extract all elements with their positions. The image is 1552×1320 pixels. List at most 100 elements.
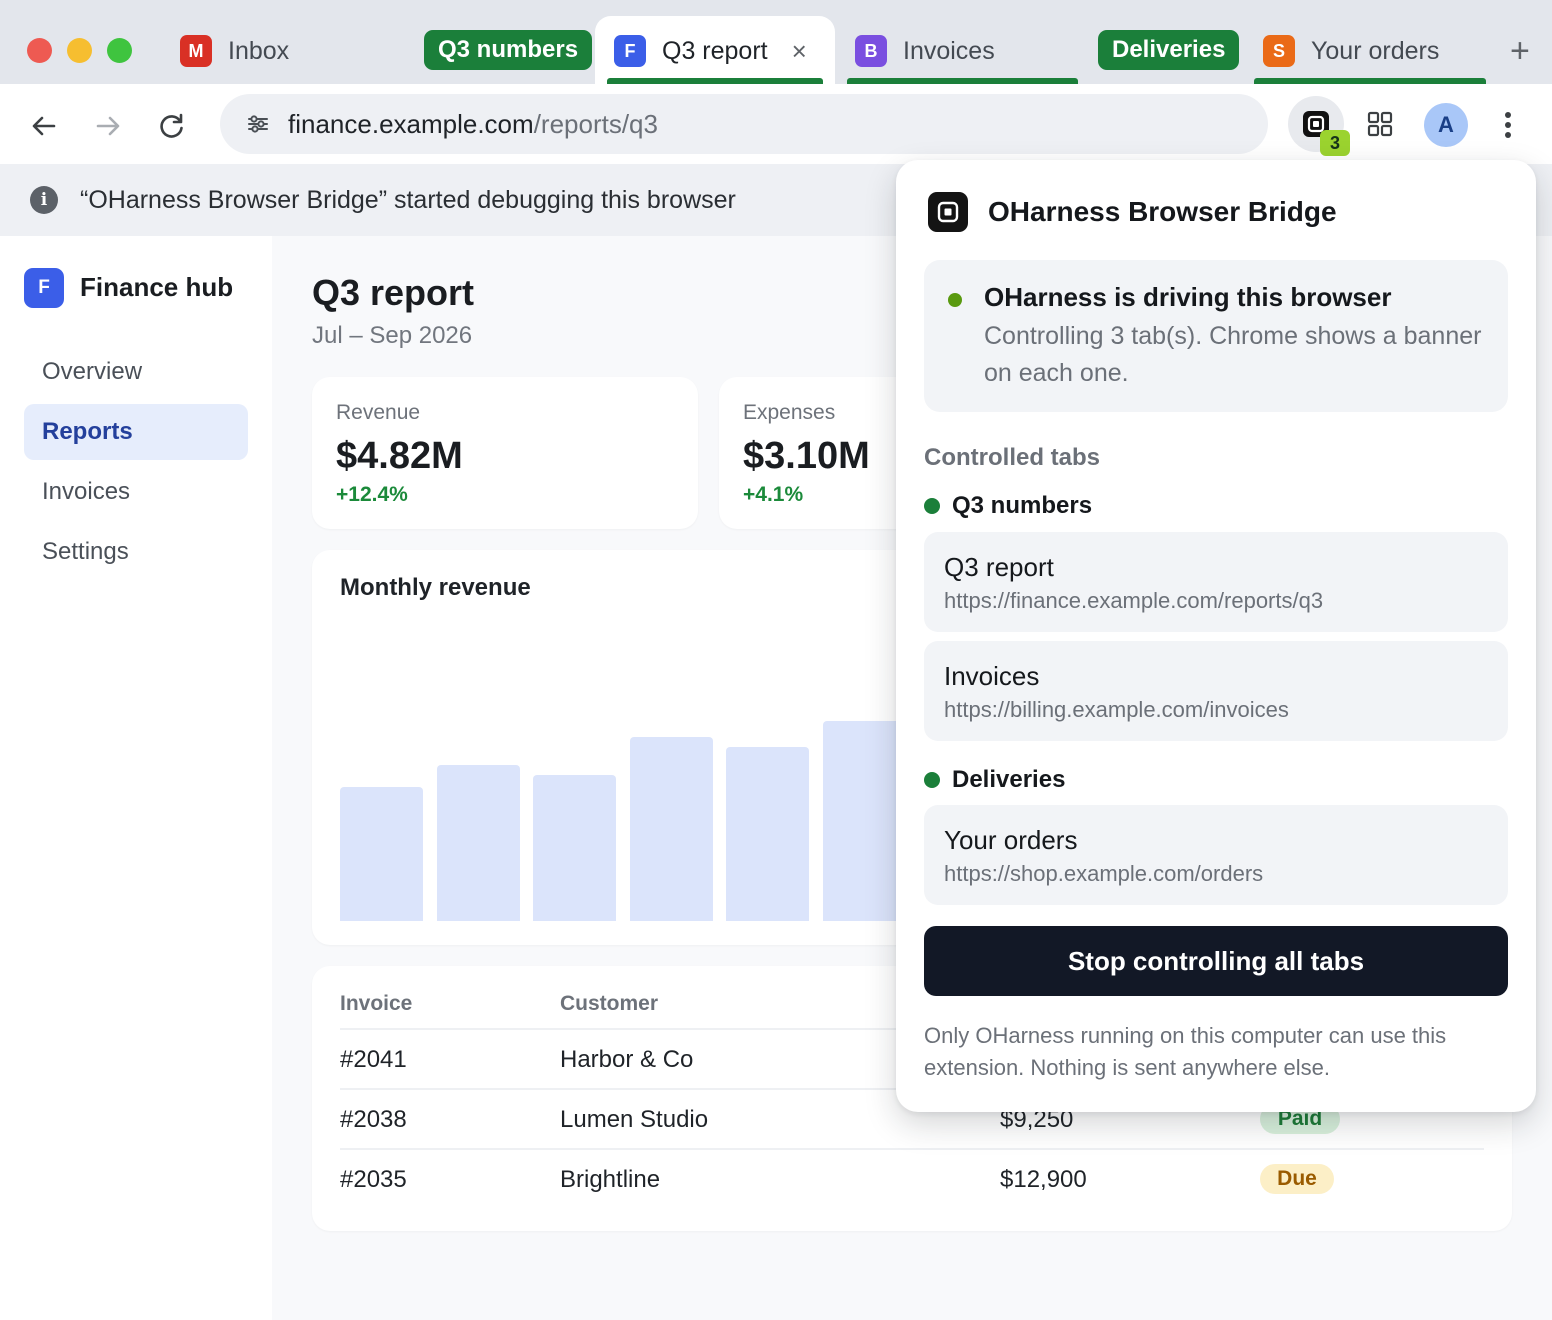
controlled-tab-title: Invoices [944, 661, 1040, 691]
oharness-logo-icon [928, 192, 968, 232]
controlled-tab-url: https://billing.example.com/invoices [944, 697, 1289, 722]
kpi-label: Expenses [743, 401, 836, 424]
sidebar-item-overview[interactable]: Overview [42, 358, 143, 385]
url-host: finance.example.com [288, 109, 534, 139]
controlled-tab-your-orders[interactable]: Your orders https://shop.example.com/ord… [924, 805, 1508, 905]
kpi-delta: +12.4% [336, 483, 408, 506]
back-button[interactable] [24, 106, 64, 146]
puzzle-icon [1367, 111, 1393, 137]
shop-favicon-icon: S [1263, 35, 1295, 67]
row-divider [340, 1148, 1484, 1150]
group-underline-q3-numbers [607, 78, 823, 84]
sidebar-item-invoices[interactable]: Invoices [42, 478, 131, 505]
controlled-tab-invoices[interactable]: Invoices https://billing.example.com/inv… [924, 641, 1508, 741]
kpi-value: $3.10M [743, 435, 870, 477]
sidebar-item-reports[interactable]: Reports [24, 404, 248, 460]
controlled-tab-url: https://shop.example.com/orders [944, 861, 1264, 886]
profile-avatar[interactable]: A [1424, 103, 1468, 147]
address-bar[interactable]: finance.example.com/reports/q3 [220, 94, 1268, 154]
banner-text: “OHarness Browser Bridge” started debugg… [80, 186, 736, 214]
finance-hub-logo-icon: F [24, 268, 64, 308]
billing-favicon-icon: B [855, 35, 887, 67]
sidebar-item-settings[interactable]: Settings [42, 538, 129, 565]
tab-group-deliveries[interactable]: Deliveries [1098, 30, 1240, 70]
reload-button[interactable] [152, 106, 192, 146]
url-text: finance.example.com/reports/q3 [288, 109, 658, 140]
tab-q3-report[interactable]: F Q3 report × [614, 22, 807, 80]
tab-your-orders[interactable]: S Your orders [1263, 22, 1439, 80]
close-window-button[interactable] [27, 38, 52, 63]
tab-group-q3-numbers[interactable]: Q3 numbers [424, 30, 593, 70]
url-path: /reports/q3 [533, 109, 658, 139]
app-sidebar: F Finance hub Overview Reports Invoices … [0, 236, 272, 1320]
reload-icon [160, 113, 183, 138]
revenue-bar [533, 775, 616, 921]
group-underline-deliveries [1254, 78, 1486, 84]
column-header-customer: Customer [560, 992, 659, 1015]
info-icon: i [30, 186, 58, 214]
group-underline-q3-numbers [847, 78, 1078, 84]
kpi-value: $4.82M [336, 435, 463, 477]
invoice-number[interactable]: #2035 [340, 1166, 407, 1193]
kpi-label: Revenue [336, 401, 421, 424]
controlled-tabs-heading: Controlled tabs [924, 444, 1101, 471]
extension-badge: 3 [1320, 130, 1350, 156]
invoice-amount: $12,900 [1000, 1166, 1087, 1193]
revenue-bar [437, 765, 520, 921]
tab-title: Your orders [1311, 36, 1440, 65]
kpi-card-revenue: Revenue $4.82M +12.4% [312, 377, 698, 529]
extension-popup: OHarness Browser Bridge OHarness is driv… [896, 160, 1536, 1112]
gmail-favicon-icon: M [180, 35, 212, 67]
chart-title: Monthly revenue [340, 574, 531, 601]
arrow-left-icon [32, 116, 56, 136]
controlled-tab-q3-report[interactable]: Q3 report https://finance.example.com/re… [924, 532, 1508, 632]
browser-menu-button[interactable] [1502, 110, 1514, 145]
extensions-button[interactable] [1366, 110, 1394, 143]
status-dot-icon [948, 293, 962, 307]
popup-title: OHarness Browser Bridge [988, 196, 1337, 227]
group-dot-icon [924, 772, 940, 788]
customer-name: Harbor & Co [560, 1046, 694, 1073]
kpi-delta: +4.1% [743, 483, 804, 506]
finance-favicon-icon: F [614, 35, 646, 67]
status-heading: OHarness is driving this browser [984, 282, 1392, 312]
revenue-bar [823, 721, 906, 921]
customer-name: Lumen Studio [560, 1106, 709, 1133]
tab-title: Inbox [228, 36, 290, 65]
revenue-bar [630, 737, 713, 921]
site-settings-icon[interactable] [246, 112, 270, 136]
fullscreen-window-button[interactable] [107, 38, 132, 63]
tab-title: Q3 report [662, 36, 768, 65]
controlled-tab-title: Q3 report [944, 552, 1054, 582]
controlled-tab-title: Your orders [944, 825, 1078, 855]
stop-controlling-button[interactable]: Stop controlling all tabs [924, 926, 1508, 996]
brand-name: Finance hub [80, 272, 234, 302]
minimize-window-button[interactable] [67, 38, 92, 63]
tab-inbox[interactable]: M Inbox [180, 22, 289, 80]
customer-name: Brightline [560, 1166, 661, 1193]
page-subtitle: Jul – Sep 2026 [312, 322, 473, 349]
invoice-number[interactable]: #2038 [340, 1106, 407, 1133]
page-title: Q3 report [312, 272, 475, 313]
status-body: Controlling 3 tab(s). Chrome shows a ban… [984, 322, 1482, 387]
status-badge-due: Due [1260, 1164, 1334, 1194]
arrow-right-icon [96, 116, 120, 136]
browser-toolbar: finance.example.com/reports/q3 3 A [0, 84, 1552, 164]
group-dot-icon [924, 498, 940, 514]
privacy-note: Only OHarness running on this computer c… [924, 1023, 1447, 1080]
tab-strip: M Inbox Q3 numbers F Q3 report × B Invoi… [0, 0, 1552, 88]
new-tab-button[interactable]: + [1510, 32, 1530, 70]
controlled-tab-url: https://finance.example.com/reports/q3 [944, 588, 1324, 613]
forward-button[interactable] [88, 106, 128, 146]
revenue-bar [726, 747, 809, 921]
invoice-number[interactable]: #2041 [340, 1046, 407, 1073]
tab-invoices[interactable]: B Invoices [855, 22, 995, 80]
column-header-invoice: Invoice [340, 992, 413, 1015]
tab-title: Invoices [903, 36, 995, 65]
driving-status-box: OHarness is driving this browser Control… [924, 260, 1508, 412]
close-tab-icon[interactable]: × [791, 35, 807, 66]
revenue-bar [340, 787, 423, 921]
group-name-deliveries: Deliveries [952, 766, 1066, 793]
oharness-glyph-icon [937, 201, 959, 223]
more-vertical-icon [1505, 112, 1511, 138]
